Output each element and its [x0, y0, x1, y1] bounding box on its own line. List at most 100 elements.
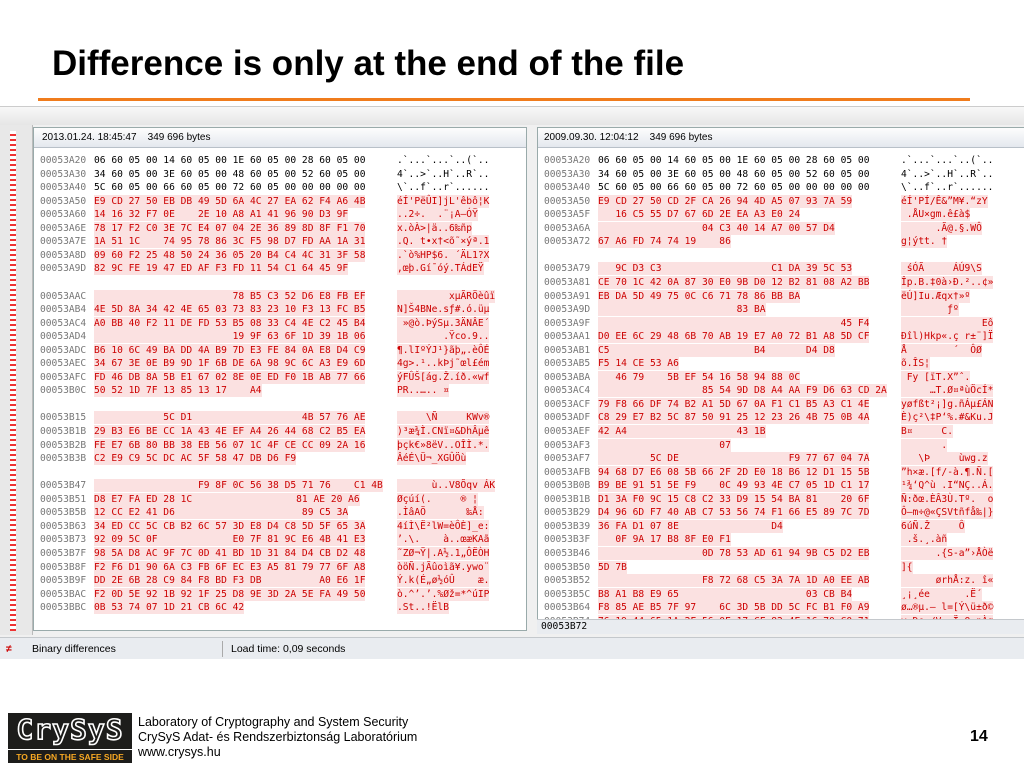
hex-bytes: DD 2E 6B 28 C9 84 F8 BD F3 DB A0 E6 1F [94, 574, 366, 588]
ascii: ø…®µ.— l=[Ý\ü±ð© [901, 601, 994, 615]
hex-bytes: FD 46 DB 8A 5B E1 67 02 8E 0E ED F0 1B A… [94, 370, 366, 384]
crysys-logo: CrySyS TO BE ON THE SAFE SIDE [8, 713, 132, 763]
ascii: ‚œþ.Gí¯óý.TÁdEŸ [397, 262, 484, 276]
hex-row: 00053A20 06 60 05 00 14 60 05 00 1E 60 05… [538, 154, 1024, 167]
hex-row: 00053A91 EB DA 5D 49 75 0C C6 71 78 86 BB… [538, 289, 1024, 303]
ascii: )³æ¾Ì.CNï¤&DhÂµê [397, 425, 490, 438]
offset: 00053B47 [40, 480, 87, 492]
offset: 00053A50 [40, 195, 87, 207]
hex-row: 00053A79 9C D3 C3 C1 DA 39 5C 53 śÓÃ ÁÚ9… [538, 262, 1024, 276]
offset: 00053BAC [40, 588, 87, 600]
ascii: ”h×æ.[f/-à.¶.Ñ.[ [901, 465, 994, 479]
hex-bytes: 5C 60 05 00 66 60 05 00 72 60 05 00 00 0… [598, 182, 870, 194]
ascii: \Þ ùwg.z [901, 452, 988, 466]
offset: 00053B73 [40, 534, 87, 546]
hex-row: 00053A81 CE 70 1C 42 0A 87 30 E0 9B D0 12… [538, 275, 1024, 289]
ascii: .š.¸.àñ [901, 533, 948, 547]
hex-bytes: F9 8F 0C 56 38 D5 71 76 C1 4B [94, 479, 383, 493]
hex-compare-window: 2013.01.24. 18:45:47 349 696 bytes 00053… [0, 106, 1024, 659]
hex-row: 00053A9D 83 BA ƒº [538, 303, 1024, 317]
ascii: Ý.k(É„ø½óÛ æ. [397, 574, 490, 588]
hex-row: 00053A6A 04 C3 40 14 A7 00 57 D4 .Ã@.§.W… [538, 221, 1024, 235]
ascii: x.òÀ>|ä..6‰ñp [397, 221, 473, 235]
ascii: PR..….. ¤ [397, 384, 449, 398]
offset: 00053A20 [40, 155, 87, 166]
hex-row: 00053B51 D8 E7 FA ED 28 1C 81 AE 20 A6 Øçú… [34, 492, 526, 506]
hex-row: 00053A72 67 A6 FD 74 74 19 86 g¦ýtt. † [538, 235, 1024, 249]
hex-row: 00053AD4 19 9F 63 6F 1D 39 1B 06 .Ÿco.9.… [34, 330, 526, 344]
hex-row: 00053B5B 12 CC E2 41 D6 89 C5 3A .ÌâAÖ ‰Å: [34, 506, 526, 520]
offset: 00053B3B [40, 453, 87, 465]
hex-row: 00053A30 34 60 05 00 3E 60 05 00 48 60 05… [34, 168, 526, 181]
position-bar: 00053B72 [537, 619, 1024, 634]
right-pane: 2009.09.30. 12:04:12 349 696 bytes 00053… [537, 127, 1024, 631]
ascii: .`...`...`..(`.. [397, 155, 490, 166]
page-number: 14 [970, 728, 988, 745]
ascii: þçk€»8ëV..OÎÌ.*. [397, 438, 490, 452]
hex-row: 00053B0B B9 BE 91 51 5E F9 0C 49 93 4E C7… [538, 479, 1024, 493]
hex-row: 00053AEF 42 A4 43 1B B¤ C. [538, 425, 1024, 438]
hex-bytes: F2 0D 5E 92 1B 92 1F 25 D8 9E 3D 2A 5E F… [94, 587, 366, 601]
hex-row: 00053B29 D4 96 6D F7 40 AB C7 53 56 74 F1… [538, 506, 1024, 520]
hex-bytes: B6 10 6C 49 BA DD 4A B9 7D E3 FE 84 0A E… [94, 343, 366, 357]
offset: 00053A79 [544, 263, 591, 275]
hex-bytes: 50 52 1D 7F 13 85 13 17 A4 [94, 384, 262, 398]
ascii: Eô [901, 316, 994, 330]
ascii: .ÌâAÖ ‰Å: [397, 506, 484, 520]
hex-row: 00053B0C 50 52 1D 7F 13 85 13 17 A4 PR..….… [34, 384, 526, 398]
logo-text: CrySyS [16, 713, 123, 746]
hex-bytes: 0D 78 53 AD 61 94 9B C5 D2 EB [598, 546, 870, 560]
hex-bytes: 78 17 F2 C0 3E 7C E4 07 04 2E 36 89 8D 8… [94, 221, 366, 235]
hex-row: 00053B15 5C D1 4B 57 76 AE \Ñ KWv® [34, 411, 526, 425]
hex-row: 00053A40 5C 60 05 00 66 60 05 00 72 60 05… [34, 181, 526, 194]
offset: 00053B5B [40, 507, 87, 519]
ascii: …T.Ø¤ªùÖcÍ* [901, 384, 994, 398]
offset: 00053A60 [40, 209, 87, 221]
hex-row: 00053B9F DD 2E 6B 28 C9 84 F8 BD F3 DB A0… [34, 574, 526, 588]
hex-bytes: C5 B4 D4 D8 [598, 343, 835, 357]
ascii: .St..!ËlB [397, 601, 449, 615]
hex-bytes: 07 [598, 438, 731, 452]
offset: 00053A72 [544, 236, 591, 248]
ascii: .{S-a”›ÅÒë [901, 546, 994, 560]
offset: 00053A9F [544, 317, 591, 329]
offset: 00053AC4 [544, 385, 591, 397]
offset: 00053AFB [544, 466, 591, 478]
toolbar [0, 107, 1024, 125]
hex-bytes: D8 E7 FA ED 28 1C 81 AE 20 A6 [94, 492, 360, 506]
ascii: Ô–m÷@«ÇSVtñfå‰|} [901, 506, 994, 520]
hex-bytes: CE 70 1C 42 0A 87 30 E0 9B D0 12 B2 81 0… [598, 275, 870, 289]
ascii: òöÑ.jÃûoìã¥.ywo¨ [397, 560, 490, 574]
hex-row: 00053B5C B8 A1 B8 E9 65 03 CB B4 ¸¡¸ée .Ë´ [538, 587, 1024, 601]
hex-bytes: 9C D3 C3 C1 DA 39 5C 53 [598, 262, 853, 276]
hex-bytes: 83 BA [598, 303, 766, 317]
offset: 00053B8F [40, 561, 87, 573]
right-date: 2009.09.30. 12:04:12 [544, 132, 639, 143]
diff-icon: ≠ [6, 643, 12, 655]
hex-row: 00053B2B FE E7 6B 80 BB 38 EB 56 07 1C 4F… [34, 438, 526, 452]
offset: 00053A9D [40, 263, 87, 275]
hex-bytes: 5D 7B [598, 560, 627, 574]
hex-bytes: 34 60 05 00 3E 60 05 00 48 60 05 00 52 6… [94, 168, 366, 180]
offset: 00053B52 [544, 575, 591, 587]
left-pane: 2013.01.24. 18:45:47 349 696 bytes 00053… [33, 127, 527, 631]
hex-row: 00053AB1 C5 B4 D4 D8 Å ´ ÔØ [538, 343, 1024, 357]
offset: 00053B50 [544, 561, 591, 573]
hex-bytes: 06 60 05 00 14 60 05 00 1E 60 05 00 28 6… [94, 155, 366, 166]
offset: 00053A6E [40, 222, 87, 234]
offset: 00053B46 [544, 547, 591, 559]
hex-bytes: 85 54 9D D8 A4 AA F9 D6 63 CD 2A [598, 384, 887, 398]
hex-bytes: A0 BB 40 F2 11 DE FD 53 B5 08 33 C4 4E C… [94, 316, 366, 330]
offset: 00053B3F [544, 534, 591, 546]
hex-bytes: D4 96 6D F7 40 AB C7 53 56 74 F1 66 E5 8… [598, 506, 870, 520]
hex-bytes: 34 ED CC 5C CB B2 6C 57 3D E8 D4 C8 5D 5… [94, 519, 366, 533]
offset: 00053A81 [544, 276, 591, 288]
hex-bytes: 12 CC E2 41 D6 89 C5 3A [94, 506, 349, 520]
hex-bytes: 94 68 D7 E6 08 5B 66 2F 2D E0 18 B6 12 D… [598, 465, 870, 479]
offset: 00053B39 [544, 520, 591, 532]
hex-bytes: 42 A4 43 1B [598, 425, 766, 438]
offset: 00053B15 [40, 412, 87, 424]
offset: 00053B1B [544, 493, 591, 505]
offset: 00053B1B [40, 426, 87, 437]
hex-row: 00053AB4 4E 5D 8A 34 42 4E 65 03 73 83 23… [34, 303, 526, 317]
